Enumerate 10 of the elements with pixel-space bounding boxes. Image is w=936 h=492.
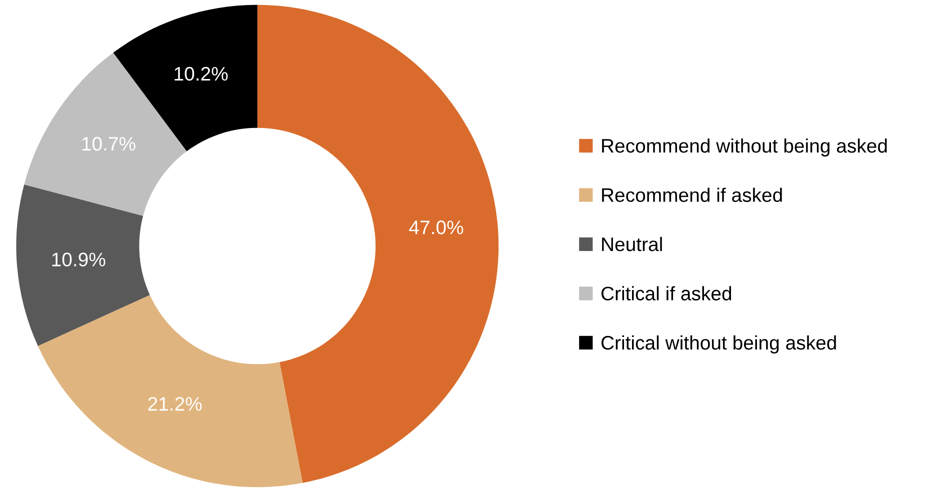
legend-label: Recommend if asked	[602, 188, 782, 202]
data-label: 10.9%	[52, 252, 106, 266]
legend-label: Critical if asked	[601, 286, 732, 300]
data-label: 21.2%	[148, 397, 202, 411]
data-label: 10.2%	[174, 66, 228, 81]
data-label: 47.0%	[409, 220, 464, 234]
legend-label: Critical without being asked	[601, 335, 836, 354]
data-label: 10.7%	[82, 136, 136, 151]
legend-label: Neutral	[602, 236, 662, 252]
legend-label: Recommend without being asked	[602, 138, 887, 157]
